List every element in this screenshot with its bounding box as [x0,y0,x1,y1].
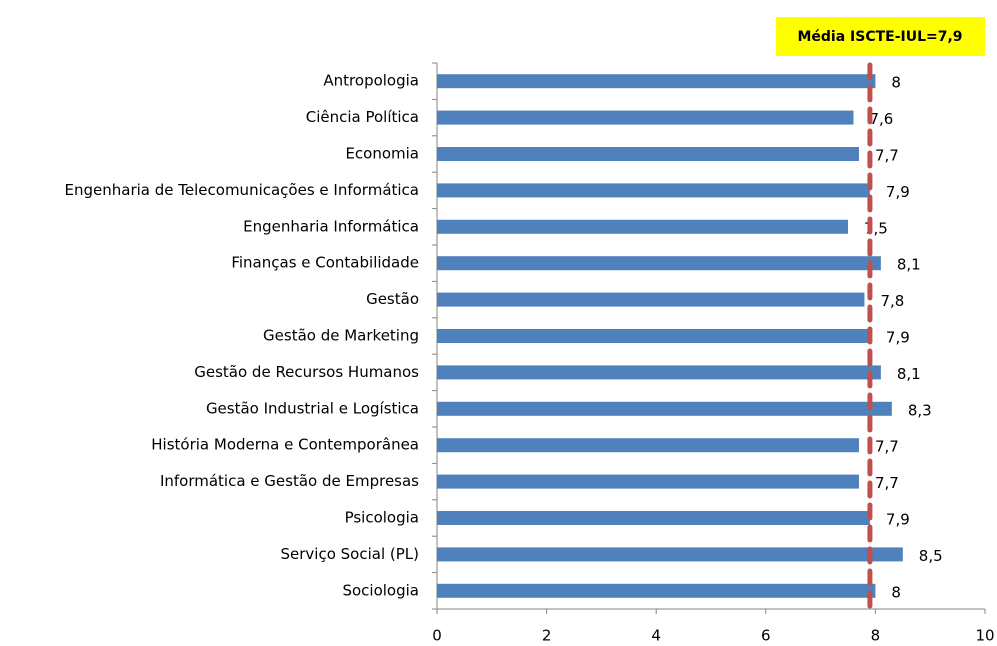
y-tick-label: Serviço Social (PL) [280,545,419,563]
value-label: 8,1 [897,365,921,383]
value-label: 7,9 [886,329,910,347]
x-tick-label: 10 [975,627,994,645]
y-tick-label: Psicologia [345,509,419,527]
y-tick-label: Gestão [366,290,419,308]
value-label: 8 [891,74,901,92]
value-label: 7,7 [875,438,899,456]
bar [437,147,859,161]
value-label: 7,7 [875,147,899,165]
bar [437,511,870,525]
y-tick-label: Engenharia de Telecomunicações e Informá… [65,181,419,199]
value-label: 8,5 [919,547,943,565]
y-tick-label: Sociologia [342,581,419,599]
bar [437,256,881,271]
bar [437,365,881,380]
x-tick-label: 2 [542,627,552,645]
bar [437,438,859,453]
x-tick-label: 4 [651,627,661,645]
value-label: 8 [891,583,901,601]
bar [437,547,903,562]
bar [437,292,865,307]
y-tick-label: Gestão de Marketing [263,327,419,345]
value-label: 7,6 [869,110,893,128]
x-tick-label: 6 [761,627,771,645]
x-tick-label: 0 [432,627,442,645]
bar [437,583,876,598]
value-label: 7,9 [886,183,910,201]
y-tick-label: Gestão de Recursos Humanos [194,363,419,381]
bar [437,183,870,198]
y-tick-label: Finanças e Contabilidade [231,254,419,272]
bar [437,74,876,89]
y-tick-label: Economia [345,145,419,163]
x-tick-label: 8 [871,627,881,645]
annotation-box [776,17,985,56]
bar [437,474,859,489]
bar [437,219,848,234]
bar [437,329,870,343]
value-label: 7,9 [886,511,910,529]
bar [437,401,892,416]
y-tick-label: Engenharia Informática [243,217,419,235]
annotation: Média ISCTE-IUL=7,9 [797,29,962,45]
value-label: 8,1 [897,256,921,274]
y-tick-label: História Moderna e Contemporânea [151,436,419,454]
y-tick-label: Informática e Gestão de Empresas [160,472,419,490]
y-tick-label: Ciência Política [306,108,419,126]
bar [437,110,854,125]
y-tick-label: Gestão Industrial e Logística [206,399,419,417]
value-label: 8,3 [908,401,932,419]
y-tick-label: Antropologia [323,72,419,90]
value-label: 7,7 [875,474,899,492]
value-label: 7,8 [880,292,904,310]
